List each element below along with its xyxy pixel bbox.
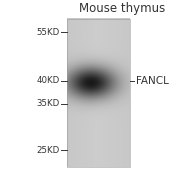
Bar xyxy=(67,19,130,167)
Text: 40KD: 40KD xyxy=(36,76,59,85)
Text: 35KD: 35KD xyxy=(36,99,59,108)
Text: 55KD: 55KD xyxy=(36,28,59,37)
Text: 25KD: 25KD xyxy=(36,146,59,155)
Text: FANCL: FANCL xyxy=(136,76,169,86)
Text: Mouse thymus: Mouse thymus xyxy=(79,2,166,15)
